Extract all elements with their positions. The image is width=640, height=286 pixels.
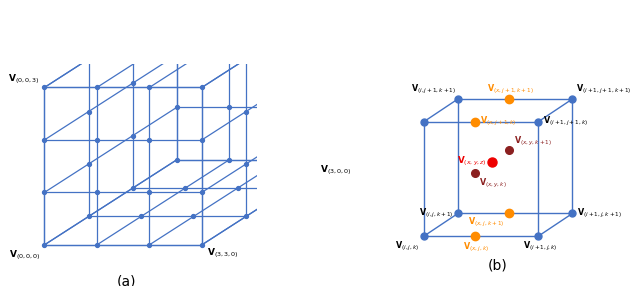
Text: (b): (b) [488, 258, 508, 272]
Text: $\mathbf{V}_{(i+1,j,k+1)}$: $\mathbf{V}_{(i+1,j,k+1)}$ [577, 207, 622, 220]
Text: $\mathbf{V}_{(x,j+1,k)}$: $\mathbf{V}_{(x,j+1,k)}$ [480, 115, 516, 128]
Text: $\mathbf{V}_{(x,j,k)}$: $\mathbf{V}_{(x,j,k)}$ [463, 241, 489, 254]
Text: (a): (a) [116, 275, 136, 286]
Text: $\mathbf{V}_{(0,0,0)}$: $\mathbf{V}_{(0,0,0)}$ [10, 248, 42, 262]
Text: $\mathbf{V}_{(x,j,k+1)}$: $\mathbf{V}_{(x,j,k+1)}$ [468, 216, 505, 229]
Text: $\mathbf{V}_{(x,y,k)}$: $\mathbf{V}_{(x,y,k)}$ [479, 177, 506, 190]
Text: $\mathbf{V}_{(3,0,0)}$: $\mathbf{V}_{(3,0,0)}$ [320, 163, 351, 177]
Text: $\mathbf{V}_{(i,j,k)}$: $\mathbf{V}_{(i,j,k)}$ [395, 240, 419, 253]
Text: $\mathbf{V}_{(i+1,j+1,k)}$: $\mathbf{V}_{(i+1,j+1,k)}$ [543, 115, 588, 128]
Text: $\mathbf{V}_{(3,3,3)}$: $\mathbf{V}_{(3,3,3)}$ [339, 0, 371, 1]
Text: $\mathbf{V}_{(i,j,k+1)}$: $\mathbf{V}_{(i,j,k+1)}$ [419, 207, 453, 220]
Text: $\mathbf{V}_{(x,j+1,k+1)}$: $\mathbf{V}_{(x,j+1,k+1)}$ [487, 82, 534, 96]
Text: $\mathbf{V}_{(i,j+1,k+1)}$: $\mathbf{V}_{(i,j+1,k+1)}$ [411, 82, 456, 96]
Text: $\mathbf{V}_{(0,0,3)}$: $\mathbf{V}_{(0,0,3)}$ [8, 72, 40, 86]
Text: $\mathbf{V}_{(i+1,j,k)}$: $\mathbf{V}_{(i+1,j,k)}$ [523, 240, 557, 253]
Text: $\mathbf{V}_{(x,y,z)}$: $\mathbf{V}_{(x,y,z)}$ [457, 155, 486, 168]
Text: $\mathbf{V}_{(i+1,j+1,k+1)}$: $\mathbf{V}_{(i+1,j+1,k+1)}$ [576, 82, 632, 96]
Text: $\mathbf{V}_{(3,3,0)}$: $\mathbf{V}_{(3,3,0)}$ [207, 247, 239, 260]
Text: $\mathbf{V}_{(x,y,k+1)}$: $\mathbf{V}_{(x,y,k+1)}$ [514, 135, 552, 148]
